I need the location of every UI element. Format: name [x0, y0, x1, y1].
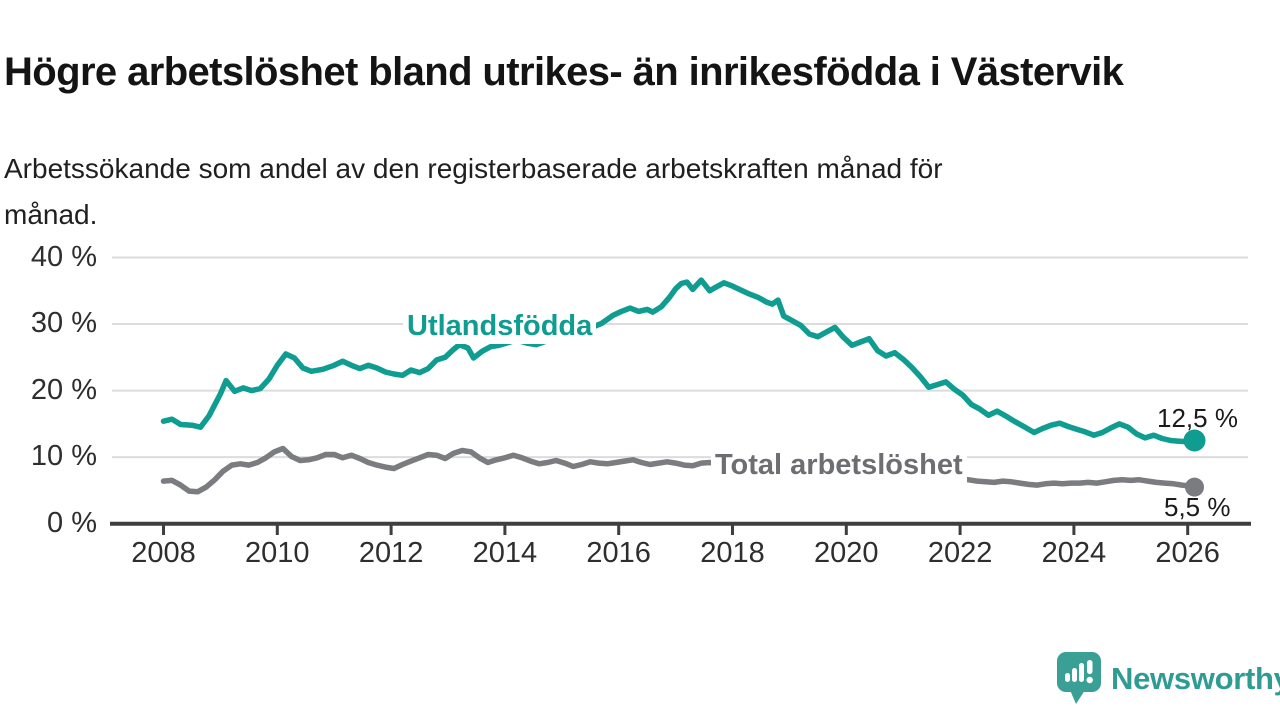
total-end-dot	[1185, 477, 1204, 497]
page-subtitle-line1: Arbetssökande som andel av den registerb…	[4, 153, 943, 184]
x-tick-label: 2024	[1041, 537, 1107, 569]
x-tick-label: 2014	[472, 537, 538, 569]
x-tick-label: 2008	[131, 537, 196, 569]
y-tick-label: 40 %	[30, 240, 97, 273]
y-tick-label: 0 %	[47, 506, 97, 539]
page-subtitle-line2: månad.	[4, 199, 98, 230]
total-line	[160, 445, 1198, 495]
x-tick-label: 2010	[245, 537, 310, 569]
y-tick-label: 20 %	[30, 373, 97, 406]
x-tick-label: 2026	[1155, 537, 1220, 569]
end-value-label-utlandsfodda: 12,5 %	[1157, 403, 1238, 433]
utlandsfodda-line	[160, 277, 1198, 445]
series-label-utlandsfodda: Utlandsfödda	[403, 309, 597, 344]
end-value-label-total: 5,5 %	[1164, 492, 1231, 522]
x-tick-label: 2016	[586, 537, 651, 569]
x-tick-label: 2018	[700, 537, 765, 569]
y-tick-label: 10 %	[30, 440, 97, 473]
series-label-total-arbetsloshet: Total arbetslöshet	[711, 448, 967, 483]
newsworthy-logo-icon	[1057, 652, 1101, 704]
x-tick-label: 2012	[358, 537, 424, 569]
page-title: Högre arbetslöshet bland utrikes- än inr…	[4, 49, 1124, 94]
newsworthy-brand-text: Newsworthy	[1111, 660, 1280, 696]
utlandsfodda-end-dot	[1183, 429, 1206, 452]
x-tick-label: 2020	[814, 537, 879, 569]
y-tick-label: 30 %	[30, 307, 97, 340]
x-tick-label: 2022	[927, 537, 993, 569]
newsworthy-logo: Newsworthy	[1056, 651, 1280, 706]
